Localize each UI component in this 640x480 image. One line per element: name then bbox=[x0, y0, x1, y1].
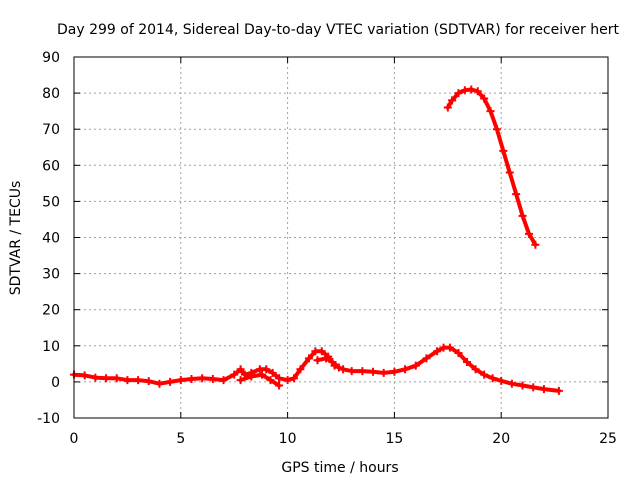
data-point bbox=[296, 365, 305, 374]
grid-lines bbox=[74, 57, 608, 418]
y-tick-label: 80 bbox=[42, 86, 60, 102]
x-axis-label: GPS time / hours bbox=[281, 460, 398, 476]
data-point bbox=[317, 347, 326, 356]
y-axis-label: SDTVAR / TECUs bbox=[8, 181, 24, 296]
data-point bbox=[236, 376, 245, 385]
data-point bbox=[112, 374, 121, 383]
y-tick-label: 70 bbox=[42, 122, 60, 138]
series-trace bbox=[315, 356, 341, 370]
data-point bbox=[529, 383, 538, 392]
y-tick-label: 90 bbox=[42, 50, 60, 66]
x-tick-label: 25 bbox=[599, 431, 617, 447]
data-point bbox=[322, 354, 331, 363]
y-tick-label: 60 bbox=[42, 158, 60, 174]
y-tick-label: 20 bbox=[42, 303, 60, 319]
data-point bbox=[471, 365, 480, 374]
data-point bbox=[554, 386, 563, 395]
data-point bbox=[507, 379, 516, 388]
data-point bbox=[334, 363, 343, 372]
data-point bbox=[448, 96, 457, 105]
data-point bbox=[304, 354, 313, 363]
x-tick-label: 10 bbox=[279, 431, 297, 447]
x-tick-label: 0 bbox=[70, 431, 79, 447]
data-point bbox=[166, 377, 175, 386]
data-point bbox=[379, 368, 388, 377]
data-point bbox=[539, 385, 548, 394]
data-point bbox=[463, 358, 472, 367]
chart-title: Day 299 of 2014, Sidereal Day-to-day VTE… bbox=[57, 22, 619, 38]
data-point bbox=[328, 358, 337, 367]
data-point bbox=[524, 229, 533, 238]
data-point bbox=[467, 85, 476, 94]
data-point bbox=[390, 367, 399, 376]
data-point bbox=[80, 371, 89, 380]
axis-ticks: 0 5 10 15 20 25 -10 0 10 20 30 40 50 60 70 80 90 bbox=[37, 50, 617, 447]
data-point bbox=[486, 107, 495, 116]
data-point bbox=[401, 365, 410, 374]
data-point bbox=[492, 125, 501, 134]
data-point bbox=[134, 376, 143, 385]
data-point bbox=[268, 368, 277, 377]
data-point bbox=[512, 190, 521, 199]
data-point bbox=[411, 361, 420, 370]
data-point bbox=[422, 354, 431, 363]
data-point bbox=[144, 377, 153, 386]
data-point bbox=[290, 374, 299, 383]
data-point bbox=[247, 372, 256, 381]
data-point bbox=[347, 367, 356, 376]
data-point bbox=[518, 381, 527, 390]
data-point bbox=[473, 87, 482, 96]
y-tick-label: 10 bbox=[42, 339, 60, 355]
x-tick-label: 5 bbox=[176, 431, 185, 447]
data-point bbox=[488, 374, 497, 383]
data-point bbox=[531, 240, 540, 249]
data-point bbox=[443, 103, 452, 112]
data-point bbox=[497, 376, 506, 385]
data-point bbox=[505, 168, 514, 177]
data-point bbox=[454, 349, 463, 358]
y-tick-label: -10 bbox=[37, 411, 60, 427]
data-point bbox=[358, 367, 367, 376]
y-tick-label: 40 bbox=[42, 231, 60, 247]
data-point bbox=[123, 376, 132, 385]
data-point bbox=[275, 381, 284, 390]
data-point bbox=[187, 375, 196, 384]
data-point bbox=[499, 146, 508, 155]
data-point bbox=[176, 376, 185, 385]
data-point bbox=[155, 379, 164, 388]
data-point bbox=[257, 370, 266, 379]
x-tick-label: 20 bbox=[492, 431, 510, 447]
data-point bbox=[454, 89, 463, 98]
data-point bbox=[283, 376, 292, 385]
data-point bbox=[208, 375, 217, 384]
y-tick-label: 50 bbox=[42, 194, 60, 210]
data-point bbox=[480, 370, 489, 379]
data-point bbox=[266, 376, 275, 385]
data-point bbox=[518, 211, 527, 220]
y-tick-label: 0 bbox=[51, 375, 60, 391]
x-tick-label: 15 bbox=[385, 431, 403, 447]
data-point bbox=[219, 376, 228, 385]
data-point bbox=[262, 365, 271, 374]
data-point bbox=[445, 343, 454, 352]
data-point bbox=[313, 356, 322, 365]
data-point bbox=[230, 370, 239, 379]
y-tick-label: 30 bbox=[42, 267, 60, 283]
data-point bbox=[102, 374, 111, 383]
data-point bbox=[236, 365, 245, 374]
data-point bbox=[433, 347, 442, 356]
data-point bbox=[480, 94, 489, 103]
data-point bbox=[339, 365, 348, 374]
data-point bbox=[369, 367, 378, 376]
data-point bbox=[275, 374, 284, 383]
data-point bbox=[198, 374, 207, 383]
data-point bbox=[91, 373, 100, 382]
